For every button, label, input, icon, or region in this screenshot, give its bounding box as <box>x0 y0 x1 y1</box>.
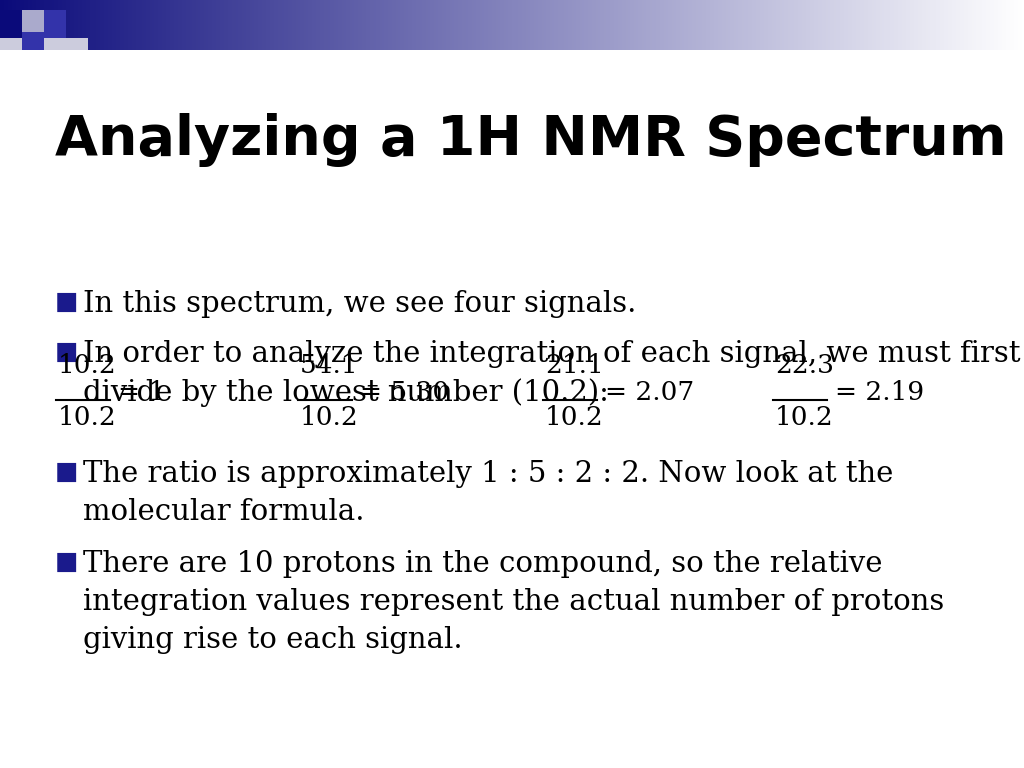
Bar <box>44 10 66 38</box>
Text: 21.1: 21.1 <box>545 353 604 378</box>
Text: = 2.07: = 2.07 <box>605 380 694 406</box>
Text: 10.2: 10.2 <box>300 405 358 430</box>
Text: ■: ■ <box>55 340 79 364</box>
Text: 10.2: 10.2 <box>545 405 604 430</box>
Text: ■: ■ <box>55 550 79 574</box>
Text: = 5.30: = 5.30 <box>360 380 450 406</box>
Text: In order to analyze the integration of each signal, we must first
divide by the : In order to analyze the integration of e… <box>83 340 1021 407</box>
Text: There are 10 protons in the compound, so the relative
integration values represe: There are 10 protons in the compound, so… <box>83 550 944 654</box>
Text: 22.3: 22.3 <box>775 353 834 378</box>
Text: The ratio is approximately 1 : 5 : 2 : 2. Now look at the
molecular formula.: The ratio is approximately 1 : 5 : 2 : 2… <box>83 460 893 526</box>
Bar <box>0 10 22 38</box>
Bar <box>22 32 44 50</box>
Text: = 1: = 1 <box>118 380 165 406</box>
Text: 54.1: 54.1 <box>300 353 358 378</box>
Text: In this spectrum, we see four signals.: In this spectrum, we see four signals. <box>83 290 636 318</box>
Text: ■: ■ <box>55 290 79 314</box>
Text: 10.2: 10.2 <box>775 405 834 430</box>
Text: = 2.19: = 2.19 <box>835 380 924 406</box>
Text: 10.2: 10.2 <box>58 353 117 378</box>
Bar <box>44 38 88 50</box>
Bar <box>0 38 22 50</box>
Text: Analyzing a 1H NMR Spectrum: Analyzing a 1H NMR Spectrum <box>55 113 1007 167</box>
Text: 10.2: 10.2 <box>58 405 117 430</box>
Bar <box>22 10 44 32</box>
Text: ■: ■ <box>55 460 79 484</box>
